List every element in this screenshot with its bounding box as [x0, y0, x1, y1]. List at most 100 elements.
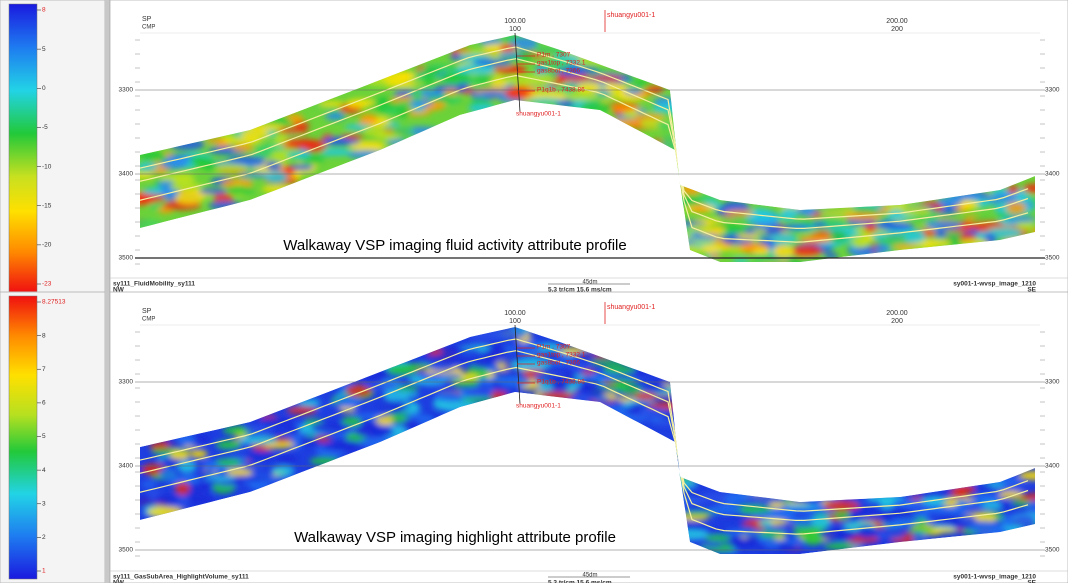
- seismic-blob: [498, 52, 522, 58]
- seismic-blob: [1006, 216, 1037, 222]
- seismic-blob: [633, 114, 665, 120]
- seismic-blob: [769, 503, 784, 509]
- sp-mark: 100.00: [504, 310, 526, 317]
- cmp-mark: 100: [509, 318, 521, 325]
- seismic-blob: [322, 139, 360, 145]
- footer-right: sy001-1-wvsp_image_1210: [953, 574, 1036, 581]
- colorbar-label: 7: [42, 366, 46, 373]
- seismic-blob: [737, 234, 760, 240]
- seismic-blob: [1006, 202, 1026, 214]
- header-sp: SP: [142, 16, 152, 23]
- seismic-blob: [945, 508, 969, 515]
- seismic-blob: [440, 373, 463, 379]
- seismic-blob: [753, 229, 767, 234]
- seismic-blob: [803, 534, 823, 545]
- seismic-blob: [688, 235, 720, 240]
- seismic-blob: [170, 450, 190, 459]
- seismic-blob: [323, 442, 360, 451]
- colorbar-label: 2: [42, 534, 46, 541]
- colorbar-label: -20: [42, 242, 52, 249]
- depth-label: 3400: [1045, 171, 1060, 178]
- colorbar-label: -23: [42, 281, 52, 288]
- colorbar: [9, 296, 37, 579]
- side-divider: [105, 292, 110, 583]
- well-bottom-label: shuangyu001-1: [516, 403, 561, 410]
- seismic-blob: [709, 504, 742, 515]
- colorbar-label: 8: [42, 7, 46, 14]
- seismic-blob: [467, 388, 493, 397]
- colorbar-label: 5: [42, 46, 46, 53]
- seismic-blob: [608, 379, 637, 384]
- seismic-blob: [232, 144, 254, 151]
- depth-label: 3300: [1045, 87, 1060, 94]
- seismic-blob: [278, 128, 309, 134]
- depth-label: 3500: [119, 547, 134, 554]
- depth-label: 3400: [1045, 463, 1060, 470]
- seismic-blob: [758, 520, 772, 527]
- seismic-blob: [175, 192, 204, 204]
- seismic-blob: [624, 88, 642, 94]
- seismic-blob: [311, 422, 349, 433]
- seismic-blob: [187, 483, 213, 492]
- depth-label: 3300: [119, 379, 134, 386]
- seismic-blob: [392, 126, 414, 136]
- seismic-blob: [379, 401, 405, 414]
- side-divider: [105, 0, 110, 296]
- colorbar-label: -5: [42, 124, 48, 131]
- seismic-blob: [265, 171, 288, 183]
- seismic-blob: [791, 245, 823, 257]
- panel: 8.2751387654321SPCMP100.00100200.00200sh…: [0, 292, 1068, 583]
- seismic-blob: [705, 534, 731, 541]
- scale-length: 45dm: [582, 573, 597, 579]
- footer-left: sy111_FluidMobility_sy111: [113, 281, 195, 288]
- well-name: shuangyu001-1: [607, 12, 655, 19]
- seismic-blob: [204, 475, 237, 480]
- colorbar-label: 3: [42, 500, 46, 507]
- seismic-blob: [199, 188, 227, 194]
- seismic-blob: [904, 232, 926, 244]
- profile-caption: Walkaway VSP imaging highlight attribute…: [294, 529, 616, 546]
- cmp-mark: 200: [891, 26, 903, 33]
- seismic-blob: [355, 425, 393, 437]
- profile-caption: Walkaway VSP imaging fluid activity attr…: [283, 237, 626, 254]
- seismic-blob: [276, 455, 297, 465]
- colorbar-label: 8.27513: [42, 299, 66, 306]
- seismic-blob: [224, 186, 255, 195]
- seismic-blob: [359, 114, 377, 125]
- seismic-blob: [227, 156, 267, 164]
- seismic-blob: [925, 220, 962, 229]
- scale-length: 45dm: [582, 280, 597, 286]
- cmp-mark: 200: [891, 318, 903, 325]
- seismic-blob: [823, 544, 838, 549]
- seismic-blob: [363, 126, 387, 138]
- seismic-blob: [511, 65, 527, 74]
- seismic-blob: [764, 542, 781, 548]
- seismic-blob: [811, 515, 831, 527]
- seismic-blob: [593, 396, 611, 403]
- well-marker: gas1top , 7332.1: [537, 352, 586, 359]
- seismic-blob: [271, 466, 295, 475]
- sp-mark: 200.00: [886, 18, 908, 25]
- depth-label: 3400: [119, 463, 134, 470]
- depth-label: 3500: [119, 255, 134, 262]
- colorbar-label: 1: [42, 568, 46, 575]
- well-name: shuangyu001-1: [607, 304, 655, 311]
- footer-right: sy001-1-wvsp_image_1210: [953, 281, 1036, 288]
- seismic-blob: [476, 91, 507, 99]
- seismic-blob: [323, 148, 352, 156]
- seismic-blob: [190, 450, 208, 459]
- screen: 850-5-10-15-20-23SPCMP100.00100200.00200…: [0, 0, 1068, 583]
- seismic-blob: [504, 87, 531, 99]
- well-marker: P1q1b , 7438.86: [537, 87, 585, 94]
- sp-mark: 200.00: [886, 310, 908, 317]
- footer-left: sy111_GasSubArea_HighlightVolume_sy111: [113, 574, 249, 581]
- panel: 850-5-10-15-20-23SPCMP100.00100200.00200…: [0, 0, 1068, 296]
- seismic-blob: [170, 183, 203, 192]
- colorbar-label: -10: [42, 163, 52, 170]
- sp-mark: 100.00: [504, 18, 526, 25]
- seismic-blob: [589, 75, 623, 82]
- seismic-blob: [161, 176, 190, 181]
- seismic-blob: [154, 494, 179, 505]
- depth-label: 3500: [1045, 547, 1060, 554]
- seismic-blob: [1004, 482, 1026, 491]
